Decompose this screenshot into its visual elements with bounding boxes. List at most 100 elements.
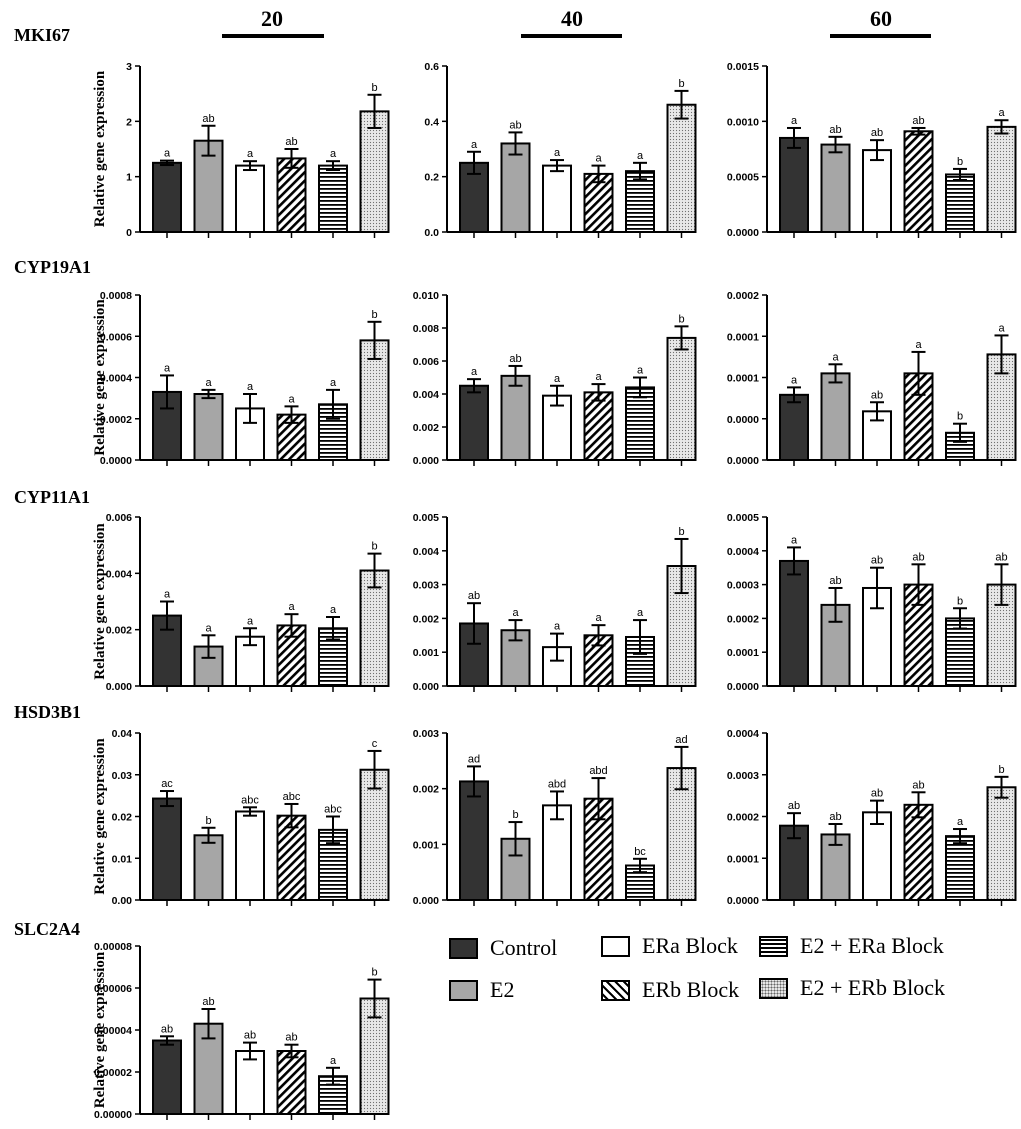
bar-e2-erb-block	[986, 125, 1017, 233]
sig-letter: abc	[283, 791, 301, 803]
sig-letter: b	[957, 411, 963, 423]
bar-e2	[193, 834, 224, 901]
y-tick-label: 0.0	[424, 227, 439, 239]
y-tick-label: 0.0001	[727, 853, 759, 865]
y-tick-label: 0.00	[112, 895, 133, 907]
y-tick-label: 0.0005	[727, 172, 759, 184]
y-tick-label: 0.0015	[727, 61, 759, 73]
bar-era-block	[542, 164, 572, 234]
bar-era-block	[235, 164, 265, 234]
legend-label-control: Control	[490, 935, 558, 960]
legend: Control E2 ERa Block ERb Block E2 + ERa …	[449, 930, 1009, 1020]
bar-control	[152, 390, 182, 461]
sig-letter: a	[205, 622, 212, 634]
sig-letter: ab	[829, 575, 841, 587]
y-tick-label: 0.2	[424, 172, 439, 184]
y-tick-label: 0.002	[413, 422, 439, 434]
sig-letter: ab	[829, 811, 841, 823]
y-tick-label: 0.003	[413, 580, 439, 592]
y-tick-label: 0.004	[413, 389, 439, 401]
legend-swatch-erablock	[601, 935, 630, 957]
y-tick-label: 0.0002	[727, 812, 759, 824]
bar-e2-era-block	[625, 170, 655, 233]
legend-label-erablock: ERa Block	[642, 933, 738, 958]
sig-letter: b	[371, 309, 377, 321]
bar-e2-erb-block	[666, 336, 697, 461]
legend-swatch-control	[449, 937, 478, 959]
bar-e2	[820, 372, 851, 461]
y-tick-label: 0.0002	[727, 290, 759, 302]
sig-letter: a	[915, 339, 922, 351]
bar-erb-block	[276, 814, 307, 901]
sig-letter: a	[471, 366, 478, 378]
bar-era-block	[862, 811, 892, 902]
gene-label-hsd3b1: HSD3B1	[14, 702, 81, 722]
legend-item-e2era: E2 + ERa Block	[759, 932, 944, 960]
bar-era-block	[542, 804, 572, 901]
y-tick-label: 0.001	[413, 839, 439, 851]
y-tick-label: 0.002	[413, 613, 439, 625]
y-tick-label: 0.4	[424, 116, 439, 128]
bar-era-block	[235, 1050, 265, 1115]
y-tick-label: 0.001	[413, 647, 439, 659]
bar-erb-block	[903, 803, 934, 901]
bar-e2	[500, 374, 531, 462]
y-tick-label: 0.003	[413, 728, 439, 740]
sig-letter: abc	[241, 794, 259, 806]
gene-label-mki67: MKI67	[14, 25, 70, 45]
y-tick-label: 0.006	[106, 512, 132, 524]
bar-e2-erb-block	[359, 997, 390, 1115]
sig-letter: a	[247, 148, 254, 160]
legend-swatch-e2erb	[759, 977, 788, 999]
y-tick-label: 0.00008	[94, 941, 132, 953]
legend-label-e2era: E2 + ERa Block	[800, 933, 944, 958]
column-header-40: 40	[561, 6, 583, 31]
y-axis-label: Relative gene expression	[92, 70, 108, 227]
bar-e2-era-block	[945, 835, 975, 901]
sig-letter: ab	[871, 788, 883, 800]
y-tick-label: 0.000	[106, 681, 132, 693]
sig-letter: a	[288, 601, 295, 613]
sig-letter: abd	[548, 778, 566, 790]
bar-control	[779, 393, 809, 462]
bar-e2-erb-block	[359, 569, 390, 687]
gene-label-slc2a4: SLC2A4	[14, 919, 80, 939]
y-tick-label: 0.0004	[100, 373, 132, 385]
panel-mki67-60: 0.0000 0.0005 0.0010 0.0015 a ab ab ab b a	[727, 61, 1017, 239]
legend-item-erbblock: ERb Block	[601, 976, 739, 1004]
bar-erb-block	[903, 130, 934, 233]
y-tick-label: 0.008	[413, 323, 439, 335]
y-tick-label: 0.0004	[727, 546, 759, 558]
sig-letter: a	[595, 153, 602, 165]
y-axis-label: Relative gene expression	[92, 738, 108, 895]
sig-letter: bc	[634, 846, 646, 858]
y-tick-label: 0.0004	[727, 728, 759, 740]
sig-letter: ab	[788, 800, 800, 812]
sig-letter: ac	[161, 778, 173, 790]
sig-letter: ab	[161, 1023, 173, 1035]
sig-letter: a	[471, 139, 478, 151]
sig-letter: a	[637, 365, 644, 377]
y-tick-label: 0.0003	[727, 770, 759, 782]
y-tick-label: 0.0005	[727, 512, 759, 524]
legend-label-erbblock: ERb Block	[642, 977, 740, 1002]
y-tick-label: 0.004	[413, 546, 439, 558]
y-tick-label: 0.0001	[727, 373, 759, 385]
sig-letter: ab	[202, 996, 214, 1008]
bar-e2-erb-block	[666, 103, 697, 233]
sig-letter: b	[957, 156, 963, 168]
sig-letter: ab	[285, 1032, 297, 1044]
y-tick-label: 0.00002	[94, 1067, 132, 1079]
bar-control	[152, 1039, 182, 1115]
sig-letter: a	[637, 607, 644, 619]
sig-letter: abc	[324, 804, 342, 816]
y-tick-label: 0.0001	[727, 331, 759, 343]
sig-letter: ab	[912, 115, 924, 127]
sig-letter: a	[595, 612, 602, 624]
sig-letter: ab	[912, 551, 924, 563]
gene-label-cyp19a1: CYP19A1	[14, 257, 91, 277]
